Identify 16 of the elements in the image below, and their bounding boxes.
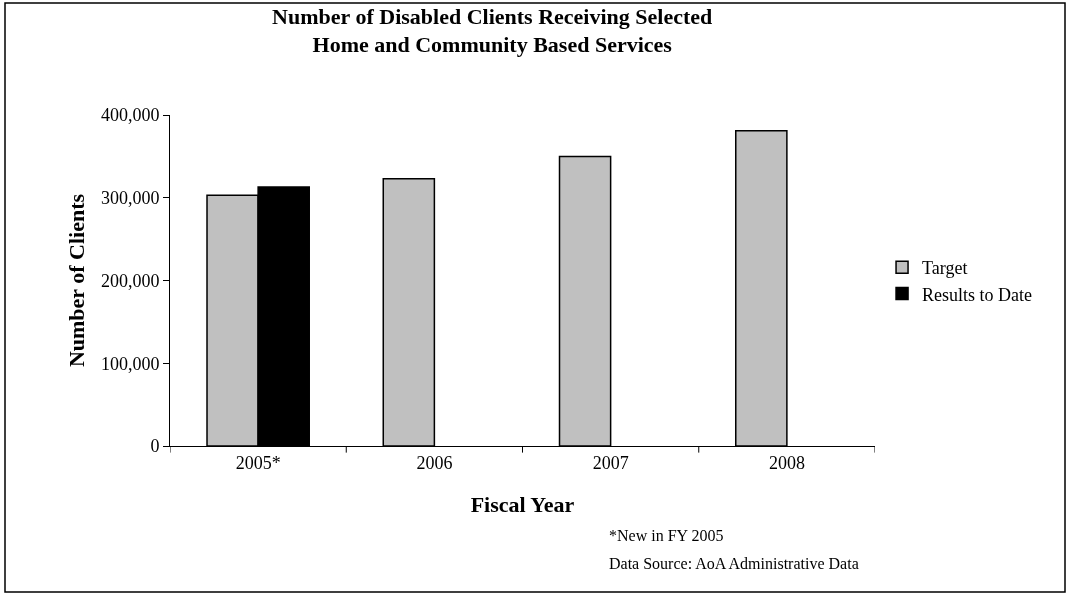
y-tick-label: 300,000 bbox=[100, 188, 160, 209]
y-tick-label: 0 bbox=[150, 436, 160, 457]
x-tick-label: 2008 bbox=[768, 452, 805, 473]
x-tick-label: 2005* bbox=[235, 452, 281, 473]
x-axis-title: Fiscal Year bbox=[470, 492, 575, 518]
x-tick-label: 2007 bbox=[592, 452, 629, 473]
text: *New in FY 2005 bbox=[609, 527, 724, 544]
legend-label: Results to Date bbox=[922, 284, 1033, 305]
legend-label: Target bbox=[922, 258, 968, 279]
y-tick-label: 200,000 bbox=[100, 270, 160, 291]
y-tick-label: 100,000 bbox=[100, 353, 160, 374]
x-tick-label: 2006 bbox=[416, 452, 453, 473]
chart-title: Number of Disabled Clients Receiving Selected Home and Community Based Services bbox=[272, 3, 713, 58]
y-axis-title: Number of Clients bbox=[63, 193, 89, 368]
y-tick-label: 400,000 bbox=[100, 105, 160, 126]
source-note: Data Source: AoA Administrative Data bbox=[609, 555, 859, 572]
